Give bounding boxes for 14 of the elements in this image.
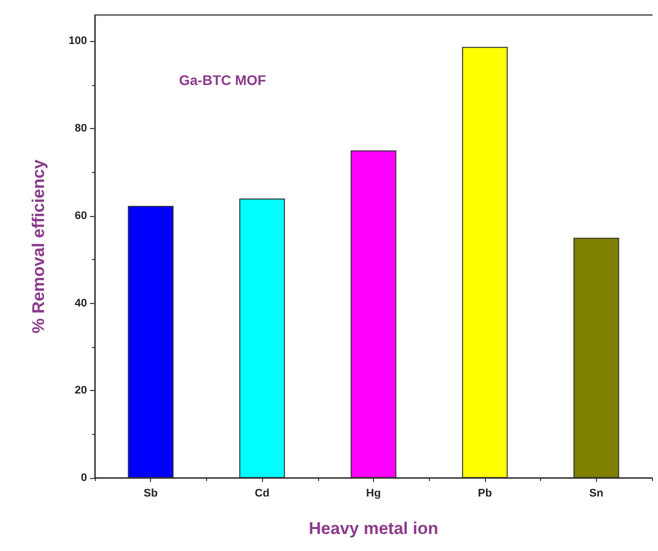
x-tick-label: Sb xyxy=(144,488,158,500)
y-tick-label: 100 xyxy=(68,35,87,48)
x-tick-label: Sn xyxy=(589,488,604,500)
y-tick-label: 40 xyxy=(74,297,87,310)
y-tick-label: 80 xyxy=(74,122,87,135)
x-axis-title: Heavy metal ion xyxy=(308,519,438,538)
x-tick-label: Cd xyxy=(254,488,270,500)
annotation: Ga-BTC MOF xyxy=(179,72,267,88)
y-tick-label: 0 xyxy=(80,472,87,484)
y-tick-label: 60 xyxy=(74,210,87,222)
x-tick-label: Hg xyxy=(366,488,381,500)
x-tick-label: Pb xyxy=(478,488,492,500)
y-tick-label: 20 xyxy=(74,384,87,397)
y-axis-title: % Removal efficiency xyxy=(29,159,48,334)
